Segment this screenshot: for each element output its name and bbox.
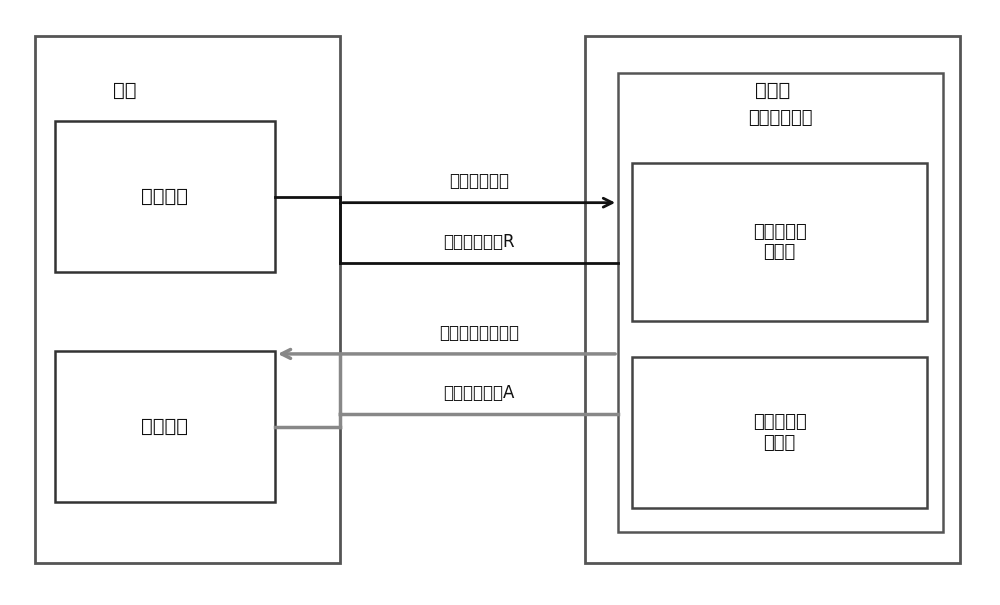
Text: 建立干扰控
制模型: 建立干扰控 制模型 <box>753 223 806 261</box>
Bar <box>632 357 927 508</box>
Text: 核心网: 核心网 <box>755 81 790 100</box>
Text: 业务预测: 业务预测 <box>142 187 188 206</box>
Text: 基站重构: 基站重构 <box>142 417 188 436</box>
Text: 通知频谱分配结果: 通知频谱分配结果 <box>439 324 519 342</box>
Text: 基站: 基站 <box>113 81 137 100</box>
Bar <box>632 163 927 321</box>
Text: 动态频谱分配: 动态频谱分配 <box>748 109 813 127</box>
Bar <box>35 36 340 563</box>
Bar <box>55 121 275 272</box>
Bar <box>618 73 943 532</box>
Text: 提出频谱需求: 提出频谱需求 <box>449 172 509 191</box>
Bar <box>55 351 275 502</box>
Bar <box>585 36 960 563</box>
Text: 动态频谱分
配算法: 动态频谱分 配算法 <box>753 413 806 452</box>
Text: 频谱分配矩阵A: 频谱分配矩阵A <box>443 384 515 402</box>
Text: 频谱效益矩阵R: 频谱效益矩阵R <box>443 233 515 251</box>
